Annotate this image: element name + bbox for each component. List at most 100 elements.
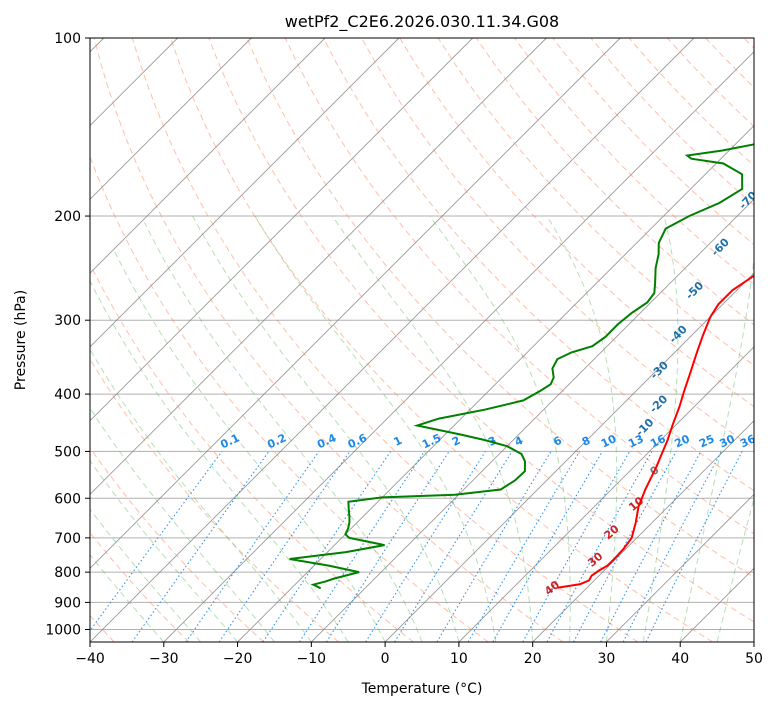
x-tick-label: −20: [223, 651, 253, 667]
moist-adiabat-line: [144, 222, 423, 642]
mixing-ratio-line: [218, 451, 351, 642]
mixing-ratio-line: [394, 451, 513, 642]
mixing-ratio-label: 1: [392, 434, 404, 449]
isotherm-line: [90, 38, 621, 569]
x-tick-label: 0: [381, 651, 390, 667]
dry-adiabat-label: -30: [648, 358, 671, 381]
mixing-ratio-line: [622, 451, 722, 642]
isotherm-line: [237, 124, 754, 642]
dry-adiabat-line: [361, 38, 754, 449]
mixing-ratio-line: [365, 451, 486, 642]
mixing-ratio-label: 36: [738, 432, 758, 450]
y-axis-title: Pressure (hPa): [13, 290, 29, 390]
mixing-ratio-line: [185, 451, 320, 642]
mixing-ratio-label: 0.1: [218, 431, 241, 451]
mixing-ratio-label: 0.6: [346, 431, 369, 451]
plot-area: 0.10.20.40.611.52346810131620253036-100-…: [90, 38, 775, 642]
moist-adiabat-label: 20: [602, 522, 622, 542]
dry-adiabat-line: [93, 38, 564, 642]
moist-adiabat-line: [114, 251, 386, 642]
isotherm-line: [90, 38, 400, 348]
y-tick-label: 100: [54, 31, 81, 47]
x-axis-title: Temperature (°C): [361, 681, 483, 697]
isotherm-line: [90, 38, 695, 642]
x-tick-label: −30: [149, 651, 179, 667]
moist-adiabat-line: [90, 279, 349, 642]
moist-adiabat-line: [546, 215, 618, 642]
mixing-ratio-label: 25: [697, 432, 716, 450]
dry-adiabat-line: [90, 155, 489, 642]
mixing-ratio-line: [546, 451, 653, 642]
isotherm-line: [163, 51, 754, 642]
y-tick-label: 800: [54, 565, 81, 581]
x-tick-label: 40: [671, 651, 689, 667]
y-tick-label: 600: [54, 491, 81, 507]
mixing-ratio-label: 0.2: [265, 431, 288, 451]
dry-adiabat-line: [666, 38, 754, 128]
mixing-ratio-line: [573, 451, 677, 642]
dry-adiabat-label: -50: [683, 279, 706, 302]
isotherm-line: [606, 493, 754, 642]
x-tick-label: 20: [524, 651, 542, 667]
dry-adiabat-line: [131, 38, 639, 642]
moist-adiabat-line: [679, 254, 754, 642]
y-tick-label: 1000: [45, 623, 81, 639]
plot-frame: [89, 37, 755, 643]
mixing-ratio-label: 4: [513, 434, 526, 449]
dry-adiabat-label: -80: [764, 144, 775, 167]
moist-adiabat-label: 30: [585, 549, 605, 569]
y-tick-label: 300: [54, 313, 81, 329]
y-tick-label: 500: [54, 444, 81, 460]
moist-adiabat-line: [192, 215, 460, 642]
isotherm-line: [90, 38, 474, 422]
moist-adiabat-line: [331, 215, 534, 642]
mixing-ratio-label: 10: [599, 432, 619, 450]
dry-adiabat-line: [246, 38, 754, 578]
mixing-ratio-label: 30: [718, 432, 738, 450]
moist-adiabat-line: [90, 508, 202, 642]
dry-adiabat-line: [590, 38, 754, 206]
isotherm-line: [90, 38, 326, 274]
moist-adiabat-line: [90, 348, 312, 642]
mixing-ratio-label: 20: [673, 432, 693, 450]
x-tick-label: −40: [75, 651, 105, 667]
y-tick-label: 700: [54, 531, 81, 547]
dry-adiabat-line: [208, 38, 754, 623]
dry-adiabat-line: [90, 446, 265, 642]
dry-adiabat-line: [322, 38, 754, 492]
x-tick-label: −10: [297, 651, 327, 667]
mixing-ratio-line: [325, 451, 450, 642]
moist-adiabat-line: [90, 407, 275, 642]
x-tick-label: 30: [597, 651, 615, 667]
moist-adiabat-line: [642, 215, 679, 642]
moist-adiabat-line: [429, 215, 571, 642]
mixing-ratio-line: [131, 451, 270, 642]
dry-adiabat-label: -20: [647, 392, 670, 415]
y-tick-label: 400: [54, 387, 81, 403]
dry-adiabat-line: [90, 358, 339, 642]
dry-adiabat-label: -60: [709, 235, 732, 258]
mixing-ratio-line: [262, 451, 392, 642]
mixing-ratio-label: 16: [648, 432, 668, 450]
dry-adiabat-line: [170, 38, 713, 642]
x-tick-label: 10: [450, 651, 468, 667]
moist-adiabat-line: [90, 554, 165, 642]
dry-adiabat-line: [552, 38, 754, 246]
mixing-ratio-label: 2: [450, 434, 462, 449]
mixing-ratio-label: 6: [551, 434, 564, 449]
dry-adiabat-line: [514, 38, 754, 286]
axes: −40 −30 −20 −10 0 10 20 30 40 5010020030040050060…: [45, 31, 763, 667]
dry-adiabat-label: -40: [667, 322, 690, 345]
mixing-ratio-label: 1.5: [420, 431, 443, 451]
dry-adiabat-line: [475, 38, 754, 326]
dry-adiabat-line: [284, 38, 754, 535]
mixing-ratio-line: [522, 451, 631, 642]
mixing-ratio-line: [90, 451, 223, 632]
mixing-ratio-line: [467, 451, 581, 642]
y-tick-label: 900: [54, 595, 81, 611]
dewpoint-profile-line: [289, 143, 754, 590]
dry-adiabat-line: [90, 262, 414, 642]
mixing-ratio-line: [645, 451, 743, 642]
isotherm-line: [753, 641, 754, 642]
